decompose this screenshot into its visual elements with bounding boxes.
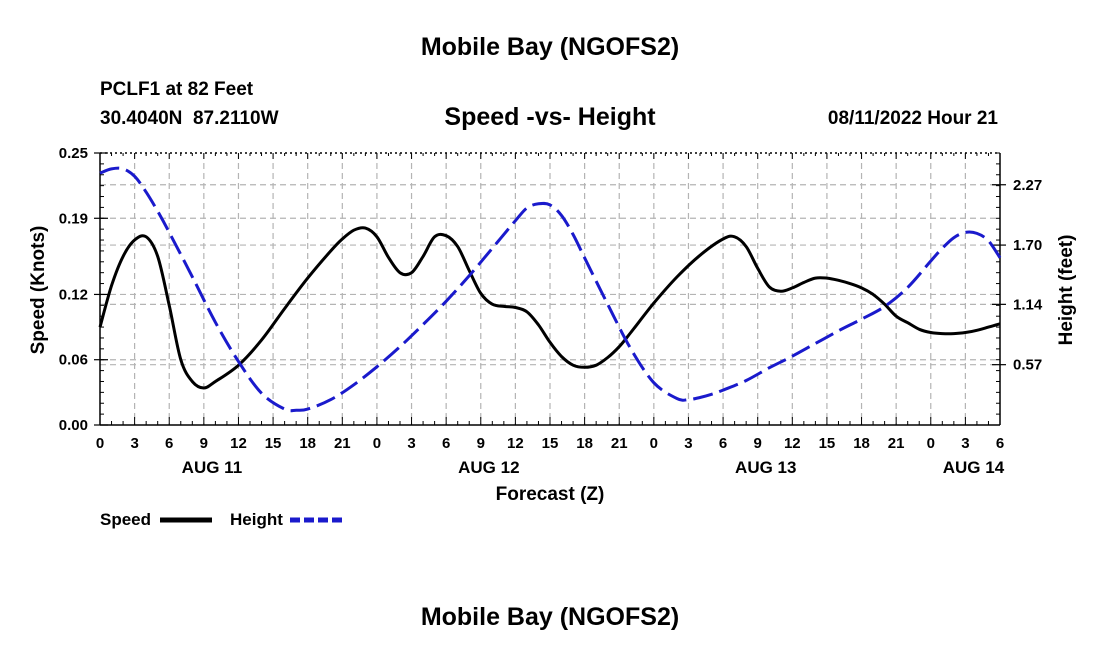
y-left-tick-label: 0.25 [59,145,88,162]
x-tick-label: 9 [754,435,762,452]
date-label: AUG 11 [182,458,242,477]
x-tick-label: 21 [611,435,628,452]
x-tick-label: 0 [96,435,104,452]
chart-subtitle: Speed -vs- Height [444,103,656,131]
x-tick-label: 3 [961,435,969,452]
x-tick-label: 21 [334,435,351,452]
y-right-tick-label: 0.57 [1013,357,1042,374]
y-right-tick-label: 1.14 [1013,296,1043,313]
x-tick-label: 6 [996,435,1004,452]
speed-series-line [98,226,1001,390]
coordinates-label: 30.4040N 87.2110W [100,108,279,129]
x-tick-label: 3 [684,435,692,452]
x-tick-label: 6 [442,435,450,452]
station-label: PCLF1 at 82 Feet [100,79,254,100]
y-left-axis-title: Speed (Knots) [28,226,49,355]
x-tick-label: 0 [927,435,935,452]
x-tick-label: 15 [265,435,282,452]
grid-lines [100,153,1000,425]
x-tick-label: 18 [576,435,593,452]
x-tick-label: 18 [299,435,316,452]
x-tick-label: 9 [200,435,208,452]
x-tick-label: 12 [230,435,247,452]
date-label: AUG 12 [458,458,519,477]
axis-labels: 0 3 6 9 12 15 18 21 0 3 6 9 12 15 18 21 0 3 6 9 12 15 18 21 0 3 6A… [59,145,1043,477]
chart-main-title: Mobile Bay (NGOFS2) [421,33,679,61]
x-axis-title: Forecast (Z) [496,484,605,505]
x-tick-label: 3 [407,435,415,452]
height-series-line [99,166,1002,413]
y-left-tick-label: 0.12 [59,286,88,303]
x-tick-label: 15 [819,435,836,452]
data-series [98,166,1002,413]
legend-height-label: Height [230,510,283,529]
axes [94,152,1006,426]
x-tick-label: 9 [477,435,485,452]
y-right-axis-title: Height (feet) [1056,235,1077,346]
date-label: AUG 14 [943,458,1005,477]
y-left-tick-label: 0.06 [59,352,88,369]
x-tick-label: 15 [542,435,559,452]
y-right-tick-label: 1.70 [1013,237,1042,254]
date-label: AUG 13 [735,458,796,477]
legend: Speed Height [100,510,342,529]
x-tick-label: 3 [130,435,138,452]
datetime-label: 08/11/2022 Hour 21 [828,108,998,129]
y-right-tick-label: 2.27 [1013,177,1042,194]
x-tick-label: 6 [719,435,727,452]
x-tick-label: 0 [650,435,658,452]
legend-speed-label: Speed [100,510,151,529]
x-tick-label: 12 [784,435,801,452]
y-left-tick-label: 0.00 [59,417,88,434]
footer-title: Mobile Bay (NGOFS2) [421,603,679,631]
x-tick-label: 12 [507,435,524,452]
x-tick-label: 0 [373,435,381,452]
y-left-tick-label: 0.19 [59,210,88,227]
x-tick-label: 18 [853,435,870,452]
x-tick-label: 21 [888,435,905,452]
x-tick-label: 6 [165,435,173,452]
